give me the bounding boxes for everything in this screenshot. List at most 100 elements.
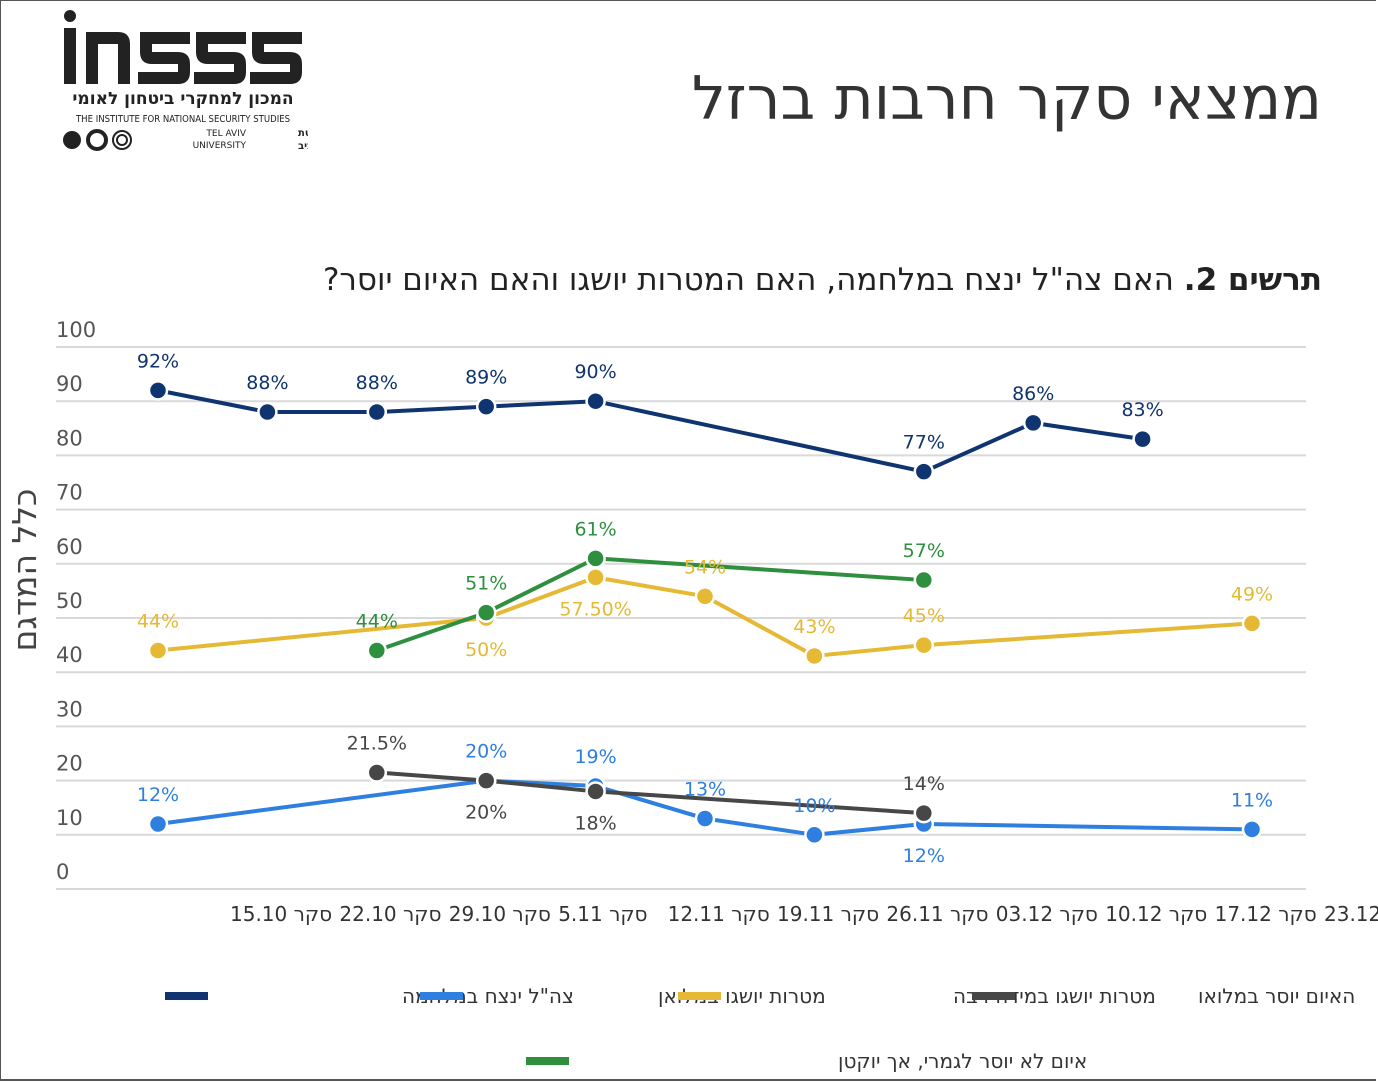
logo-emblem-icon [63,131,81,149]
data-label: 61% [574,518,616,540]
legend-swatch [165,992,208,1000]
data-label: 89% [465,367,507,389]
legend-label: איום לא יוסר לגמרי, אך יוקטן [838,1049,1087,1073]
data-label: 54% [684,556,726,578]
y-tick-label: 50 [56,589,83,613]
logo-university-he-1: אוניברסיטת [298,128,308,139]
data-label: 50% [465,639,507,661]
data-point [475,602,497,623]
data-point [913,634,935,656]
data-point [585,548,606,569]
page-title: ממצאי סקר חרבות ברזל [691,64,1322,134]
x-tick-label: סקר 17.12 [1215,902,1317,926]
data-label: 12% [903,845,945,867]
logo-letter-n [86,32,130,84]
data-label: 57% [903,540,945,562]
data-point [913,569,935,591]
data-point [147,640,169,661]
data-label: 49% [1231,583,1273,605]
data-label: 18% [574,812,616,834]
data-label: 51% [465,573,507,595]
data-label: 88% [246,372,288,394]
data-label: 92% [137,350,179,372]
data-point [257,401,278,423]
data-label: 45% [903,605,945,627]
data-label: 12% [137,784,179,806]
logo-dot [64,10,76,22]
data-point [147,813,169,835]
data-label: 44% [356,611,398,633]
logo-english-name: THE INSTITUTE FOR NATIONAL SECURITY STUD… [75,114,290,125]
legend-swatch [420,992,463,1000]
data-label: 11% [1231,789,1273,811]
series-line [376,556,924,653]
y-tick-label: 40 [56,643,83,667]
data-point [694,586,716,607]
data-point [1022,412,1044,434]
data-label: 44% [137,611,179,633]
data-point [366,640,388,661]
data-point [585,781,606,802]
data-label: 20% [465,802,507,824]
x-tick-label: סקר 23.12 [1324,902,1378,926]
legend-swatch [972,992,1015,1000]
data-point [366,401,388,423]
y-tick-label: 0 [56,860,69,884]
x-tick-label: סקר 22.10 [339,902,441,926]
y-axis-label: כלל המדגם [5,489,44,652]
logo-university-en-2: UNIVERSITY [193,141,247,151]
data-point [585,390,606,412]
data-label: 14% [903,773,945,795]
data-label: 10% [793,795,835,817]
y-tick-label: 30 [56,697,83,721]
data-point [804,824,825,846]
data-label: 13% [684,779,726,801]
chart-title-text: האם צה"ל ינצח במלחמה, האם המטרות יושגו ו… [322,262,1174,298]
legend-swatch [678,992,721,1000]
legend-swatch [526,1057,569,1065]
data-point [913,802,935,824]
chart-title-prefix: תרשים 2. [1183,262,1322,298]
data-point [475,770,497,791]
data-point [585,567,606,588]
data-label: 83% [1121,399,1163,421]
data-label: 57.50% [559,598,631,620]
data-label: 90% [574,361,616,383]
data-point [1241,613,1263,634]
legend-label: האיום יוסר במלואו [1198,984,1355,1008]
series-line [157,388,1143,474]
chart-title: תרשים 2. האם צה"ל ינצח במלחמה, האם המטרו… [323,262,1322,298]
data-point [147,380,169,401]
y-tick-label: 60 [56,535,83,559]
data-label: 77% [903,432,945,454]
y-tick-label: 90 [56,372,83,396]
y-tick-label: 70 [56,481,83,505]
y-tick-label: 80 [56,426,83,450]
data-label: 86% [1012,383,1054,405]
x-tick-label: סקר 15.10 [230,902,332,926]
x-tick-label: סקר 19.11 [777,902,879,926]
logo-hebrew-name: המכון למחקרי ביטחון לאומי [72,89,293,109]
x-tick-label: סקר 10.12 [1105,902,1207,926]
data-point [475,396,497,417]
data-point [1132,428,1153,450]
inss-logo: המכון למחקרי ביטחון לאומי THE INSTITUTE … [63,10,308,152]
y-tick-label: 10 [56,806,83,830]
x-tick-label: סקר 26.11 [886,902,988,926]
x-tick-label: סקר 03.12 [996,902,1098,926]
logo-university-en-1: TEL AVIV [205,129,246,139]
x-tick-label: סקר 29.10 [449,902,551,926]
y-tick-label: 100 [56,318,96,342]
data-point [366,762,388,783]
data-point [913,461,935,482]
data-point [804,645,825,667]
data-label: 43% [793,616,835,638]
logo-university-he-2: תל אביב [298,141,308,152]
data-point [694,808,716,829]
data-label: 20% [465,741,507,763]
data-label: 21.5% [347,732,407,754]
data-label: 88% [356,372,398,394]
data-point [1241,819,1263,840]
